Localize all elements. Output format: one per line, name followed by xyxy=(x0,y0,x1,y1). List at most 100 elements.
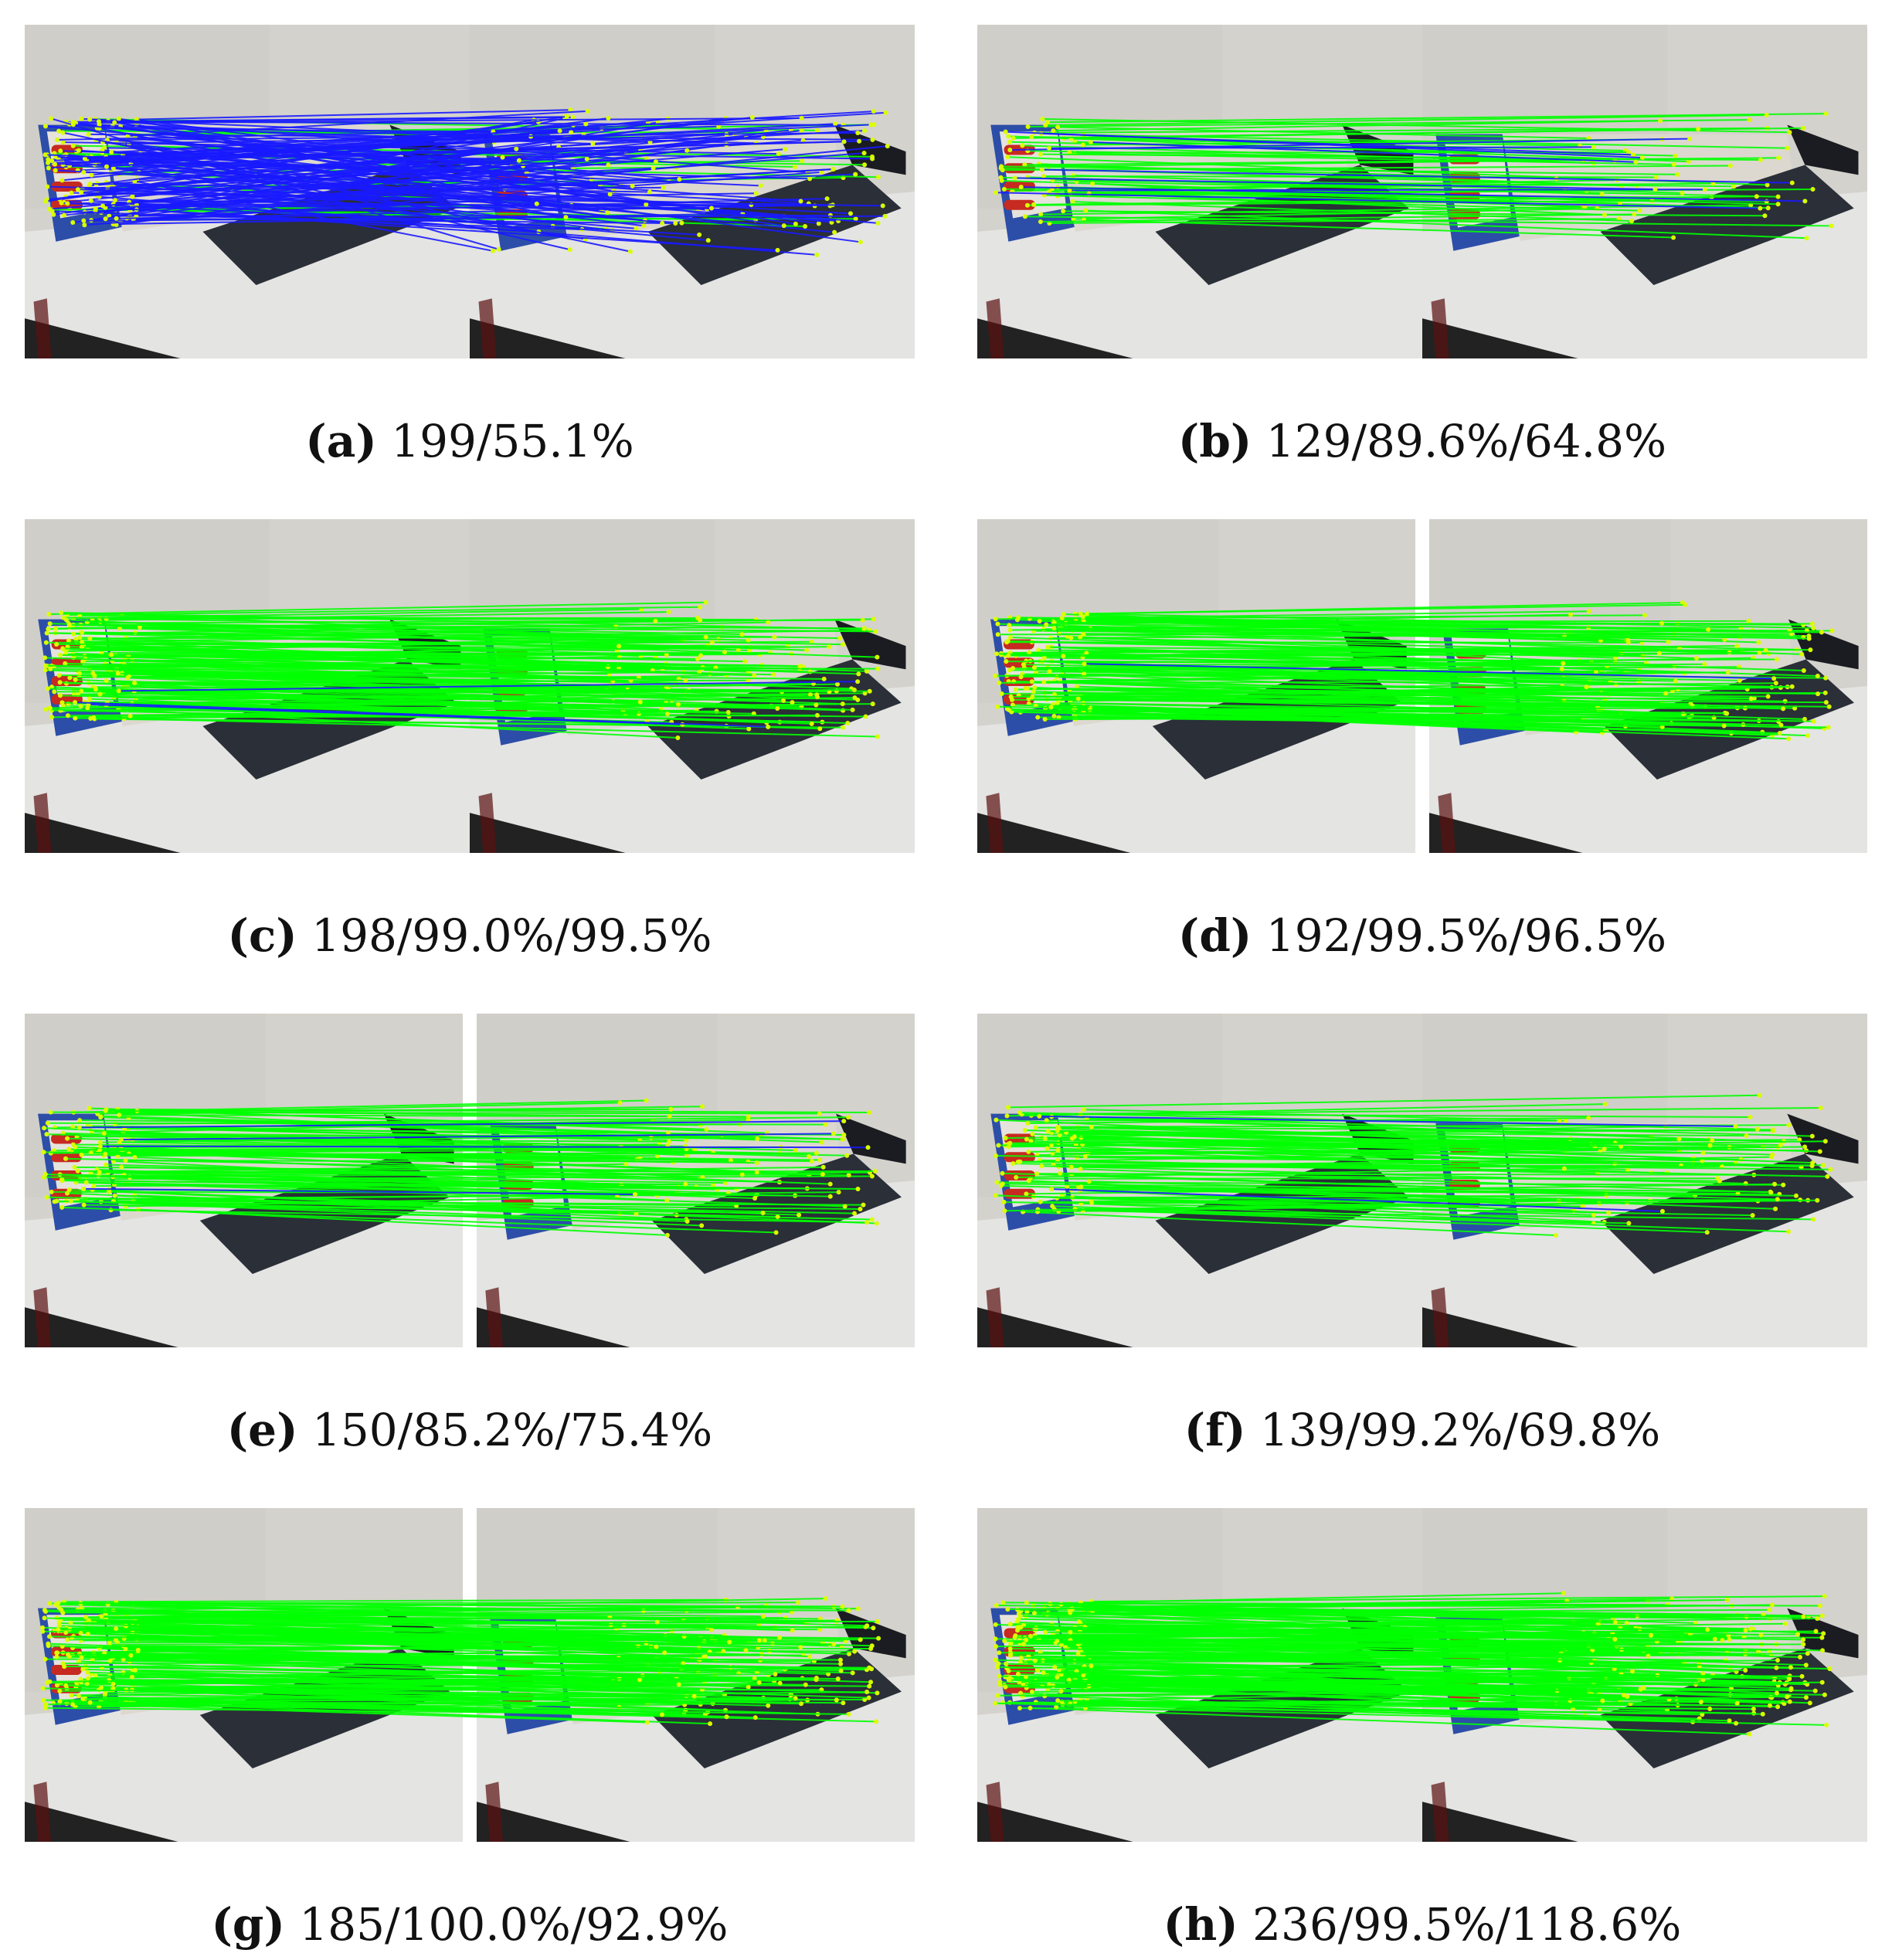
matching-image-pair xyxy=(977,519,1867,853)
keypoint xyxy=(1774,681,1778,685)
keypoint xyxy=(817,1157,822,1162)
keypoint xyxy=(843,1204,847,1208)
keypoint xyxy=(1058,1171,1062,1176)
keypoint xyxy=(1052,1665,1057,1670)
keypoint xyxy=(852,688,857,692)
keypoint xyxy=(1007,140,1012,144)
keypoint xyxy=(1801,1615,1805,1619)
keypoint xyxy=(1802,199,1807,203)
keypoint xyxy=(841,1133,846,1137)
keypoint xyxy=(1756,640,1761,645)
keypoint xyxy=(1039,1163,1044,1168)
keypoint xyxy=(117,117,121,121)
keypoint xyxy=(852,695,857,700)
keypoint xyxy=(864,714,868,718)
keypoint xyxy=(103,1152,107,1157)
keypoint xyxy=(828,1182,833,1187)
keypoint-matches-image xyxy=(977,1508,1867,1842)
keypoint xyxy=(773,1672,777,1676)
panel-e: (e) 150/85.2%/75.4% xyxy=(25,1014,915,1466)
keypoint xyxy=(45,630,49,635)
keypoint xyxy=(59,1608,63,1612)
keypoint xyxy=(50,209,55,213)
keypoint xyxy=(1082,661,1086,666)
keypoint xyxy=(1034,1126,1038,1130)
keypoint xyxy=(783,147,787,151)
keypoint xyxy=(87,636,92,640)
keypoint xyxy=(831,1642,836,1646)
keypoint xyxy=(89,199,93,203)
keypoint xyxy=(665,712,670,716)
matching-image-pair xyxy=(25,25,915,358)
keypoint xyxy=(1758,1093,1762,1098)
keypoint xyxy=(1016,1672,1021,1676)
keypoint xyxy=(790,1628,795,1632)
keypoint xyxy=(1820,1648,1825,1653)
keypoint xyxy=(1768,1704,1772,1708)
keypoint xyxy=(853,172,858,177)
keypoint xyxy=(742,659,747,664)
keypoint xyxy=(99,1614,104,1619)
keypoint xyxy=(59,1205,64,1210)
keypoint xyxy=(771,672,776,677)
keypoint xyxy=(999,175,1004,180)
keypoint xyxy=(1771,676,1776,681)
keypoint xyxy=(1734,644,1739,648)
keypoint xyxy=(866,1145,871,1150)
keypoint xyxy=(782,223,786,228)
keypoint xyxy=(608,192,613,196)
keypoint xyxy=(1070,199,1075,204)
keypoint xyxy=(67,623,72,627)
keypoint xyxy=(793,165,797,169)
keypoint xyxy=(1640,155,1645,160)
keypoint xyxy=(606,163,610,168)
keypoint xyxy=(1027,1178,1031,1183)
keypoint xyxy=(661,185,666,190)
keypoint xyxy=(831,167,836,172)
keypoint xyxy=(1049,1143,1054,1148)
keypoint xyxy=(47,1680,52,1684)
keypoint xyxy=(63,1157,68,1161)
keypoint xyxy=(1798,1655,1802,1659)
keypoint xyxy=(994,1193,998,1197)
keypoint xyxy=(1086,1179,1091,1184)
keypoint xyxy=(1810,1160,1815,1165)
keypoint xyxy=(1703,187,1707,192)
keypoint xyxy=(44,1132,49,1136)
keypoint xyxy=(1019,1656,1024,1660)
keypoint xyxy=(755,1160,759,1165)
keypoint xyxy=(1584,684,1588,689)
keypoint xyxy=(852,1649,857,1654)
matching-image-pair xyxy=(25,1508,915,1842)
keypoint xyxy=(852,1211,857,1216)
keypoint xyxy=(851,1670,855,1675)
keypoint xyxy=(1773,1207,1778,1211)
keypoint xyxy=(45,185,49,189)
panel-letter: (g) xyxy=(211,1898,284,1951)
keypoint xyxy=(710,640,715,644)
keypoint-matches-image xyxy=(977,519,1867,853)
keypoint xyxy=(814,1150,819,1155)
keypoint xyxy=(1008,635,1013,640)
keypoint xyxy=(1011,1161,1015,1166)
keypoint xyxy=(820,1140,824,1144)
keypoint xyxy=(1068,1630,1072,1635)
keypoint xyxy=(647,189,652,194)
keypoint xyxy=(1002,1639,1007,1643)
keypoint xyxy=(41,1698,46,1703)
keypoint xyxy=(568,247,572,252)
keypoint xyxy=(79,190,83,195)
keypoint xyxy=(1778,731,1782,735)
keypoint xyxy=(53,162,57,167)
keypoint xyxy=(1040,117,1045,121)
keypoint xyxy=(677,177,681,182)
keypoint xyxy=(1775,1704,1780,1709)
keypoint xyxy=(1811,1217,1816,1221)
keypoint xyxy=(108,1659,113,1663)
keypoint xyxy=(78,1631,83,1636)
keypoint xyxy=(807,1654,812,1659)
keypoint xyxy=(514,147,518,151)
keypoint xyxy=(66,713,70,718)
keypoint xyxy=(1038,152,1043,157)
keypoint xyxy=(87,697,92,701)
